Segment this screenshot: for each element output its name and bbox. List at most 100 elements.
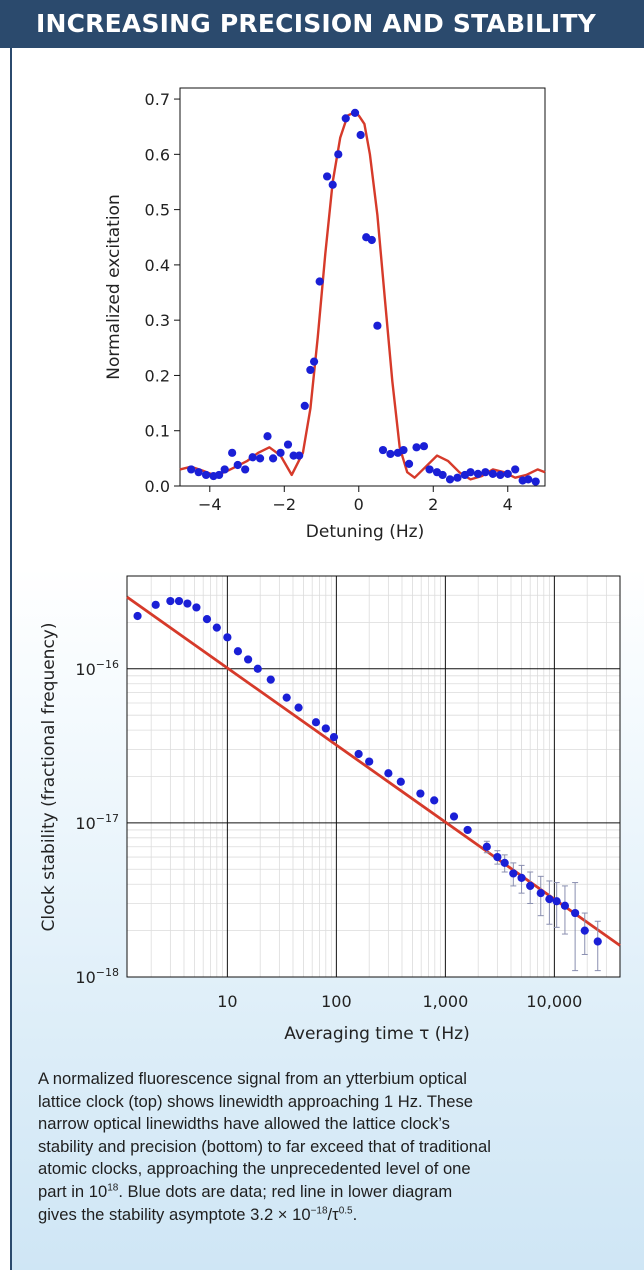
caption-superscript: −18 (310, 1205, 328, 1217)
excitation-data-point (255, 454, 265, 463)
stability-x-axis-label: Averaging time τ (Hz) (284, 1024, 469, 1044)
stability-data-point (233, 647, 243, 656)
excitation-plot-frame (179, 87, 546, 487)
excitation-data-point (356, 130, 365, 140)
stability-data-point (509, 869, 518, 878)
excitation-data-point (315, 277, 324, 286)
excitation-data-point (334, 150, 343, 159)
stability-y-tick-label: 10−18 (75, 966, 119, 987)
excitation-x-tick-label: 2 (428, 495, 438, 514)
caption-text: . (352, 1204, 358, 1224)
caption-line: atomic clocks, approaching the unprecede… (38, 1159, 471, 1179)
excitation-x-ticks: −4 −2 0 2 4 (198, 486, 513, 514)
excitation-y-tick-label: 0.4 (145, 256, 170, 275)
stability-data-point (244, 655, 253, 664)
stability-data-point (536, 889, 545, 898)
caption-line: part in 1018. Blue dots are data; red li… (38, 1181, 628, 1204)
stability-y-axis-label: Clock stability (fractional frequency) (39, 623, 59, 932)
caption-line: narrow optical linewidths have allowed t… (38, 1114, 450, 1134)
excitation-data-point (309, 357, 319, 366)
stability-data-point (174, 596, 184, 606)
caption-superscript: 18 (107, 1182, 119, 1194)
excitation-data-point (350, 108, 360, 117)
excitation-y-tick-label: 0.1 (145, 422, 170, 441)
excitation-data-point (524, 475, 533, 484)
stability-data-point (463, 825, 472, 835)
stability-x-ticks: 10 100 1,000 10,000 (217, 992, 582, 1011)
stability-data-point (223, 633, 232, 642)
stability-y-tick-label: 10−16 (75, 658, 119, 679)
caption-superscript: 0.5 (338, 1205, 353, 1217)
caption-line: stability and precision (bottom) to far … (38, 1136, 491, 1156)
stability-data-point (365, 757, 374, 766)
excitation-data-point (295, 451, 304, 460)
excitation-data-point (373, 321, 382, 330)
excitation-x-tick-label: −4 (198, 495, 222, 514)
excitation-data-point (438, 470, 447, 480)
stability-data-point (253, 664, 262, 673)
excitation-data-point (503, 469, 512, 478)
stability-data-point (321, 724, 330, 733)
stability-x-tick-label: 10 (217, 992, 237, 1011)
excitation-x-tick-label: 4 (503, 495, 513, 514)
caption-text: part in 10 (38, 1181, 108, 1201)
excitation-data-point (511, 465, 520, 474)
caption-text: /τ (327, 1204, 339, 1224)
excitation-data-point (473, 469, 483, 478)
stability-data-point (133, 611, 142, 621)
excitation-y-axis-label: Normalized excitation (104, 194, 124, 379)
stability-data-point (493, 852, 502, 862)
excitation-y-tick-label: 0.7 (145, 90, 170, 109)
figure-caption: A normalized fluorescence signal from an… (38, 1068, 628, 1226)
excitation-data-point (276, 448, 285, 457)
excitation-data-point (425, 465, 434, 474)
excitation-data-point (453, 473, 462, 482)
excitation-data-point (531, 477, 540, 486)
stability-data-point (151, 600, 160, 609)
excitation-data-point (404, 459, 414, 468)
stability-data-point (580, 926, 589, 935)
stability-y-ticks: 10−18 10−17 10−16 (75, 658, 119, 987)
stability-data-point (282, 693, 291, 702)
caption-text: gives the stability asymptote 3.2 × 10 (38, 1204, 311, 1224)
excitation-data-point (201, 470, 211, 480)
excitation-data-point (306, 365, 315, 375)
stability-plot-frame (126, 575, 621, 978)
excitation-data-point (248, 453, 257, 462)
stability-data-point (552, 897, 561, 906)
stability-data-point (593, 937, 602, 946)
stability-data-point (212, 623, 221, 632)
excitation-data-point (215, 470, 224, 480)
stability-data-point (571, 908, 580, 918)
stability-data-point (166, 596, 175, 606)
stability-x-tick-label: 1,000 (422, 992, 468, 1011)
excitation-series (179, 108, 546, 486)
stability-asymptote-line (126, 595, 621, 947)
stability-data-point (183, 599, 192, 608)
excitation-data-point (187, 465, 196, 474)
stability-data-point (354, 749, 363, 759)
caption-line: gives the stability asymptote 3.2 × 10−1… (38, 1204, 628, 1227)
excitation-x-tick-label: 0 (354, 495, 364, 514)
charts-canvas: −4 −2 0 2 4 0.0 0.1 0.2 0.3 0.4 0.5 0.6 0.7 Detunin… (39, 87, 621, 1044)
stability-data-point (430, 796, 439, 805)
excitation-data-point (341, 114, 350, 123)
excitation-y-tick-label: 0.0 (145, 477, 170, 496)
excitation-data-point (386, 449, 395, 459)
excitation-data-point (481, 468, 490, 477)
excitation-data-point (412, 443, 421, 452)
caption-line: lattice clock (top) shows linewidth appr… (38, 1091, 474, 1111)
excitation-data-point (496, 470, 505, 480)
stability-data-point (416, 789, 425, 798)
excitation-data-point (399, 445, 408, 455)
excitation-data-point (328, 180, 337, 189)
excitation-data-point (194, 468, 203, 477)
excitation-data-point (220, 465, 229, 474)
stability-x-tick-label: 100 (321, 992, 352, 1011)
stability-data-point (482, 842, 491, 851)
excitation-y-tick-label: 0.2 (145, 366, 170, 385)
excitation-chart: −4 −2 0 2 4 0.0 0.1 0.2 0.3 0.4 0.5 0.6 0.7 Detunin… (104, 87, 546, 542)
header-bar: INCREASING PRECISION AND STABILITY (0, 0, 644, 48)
excitation-data-point (228, 448, 237, 457)
